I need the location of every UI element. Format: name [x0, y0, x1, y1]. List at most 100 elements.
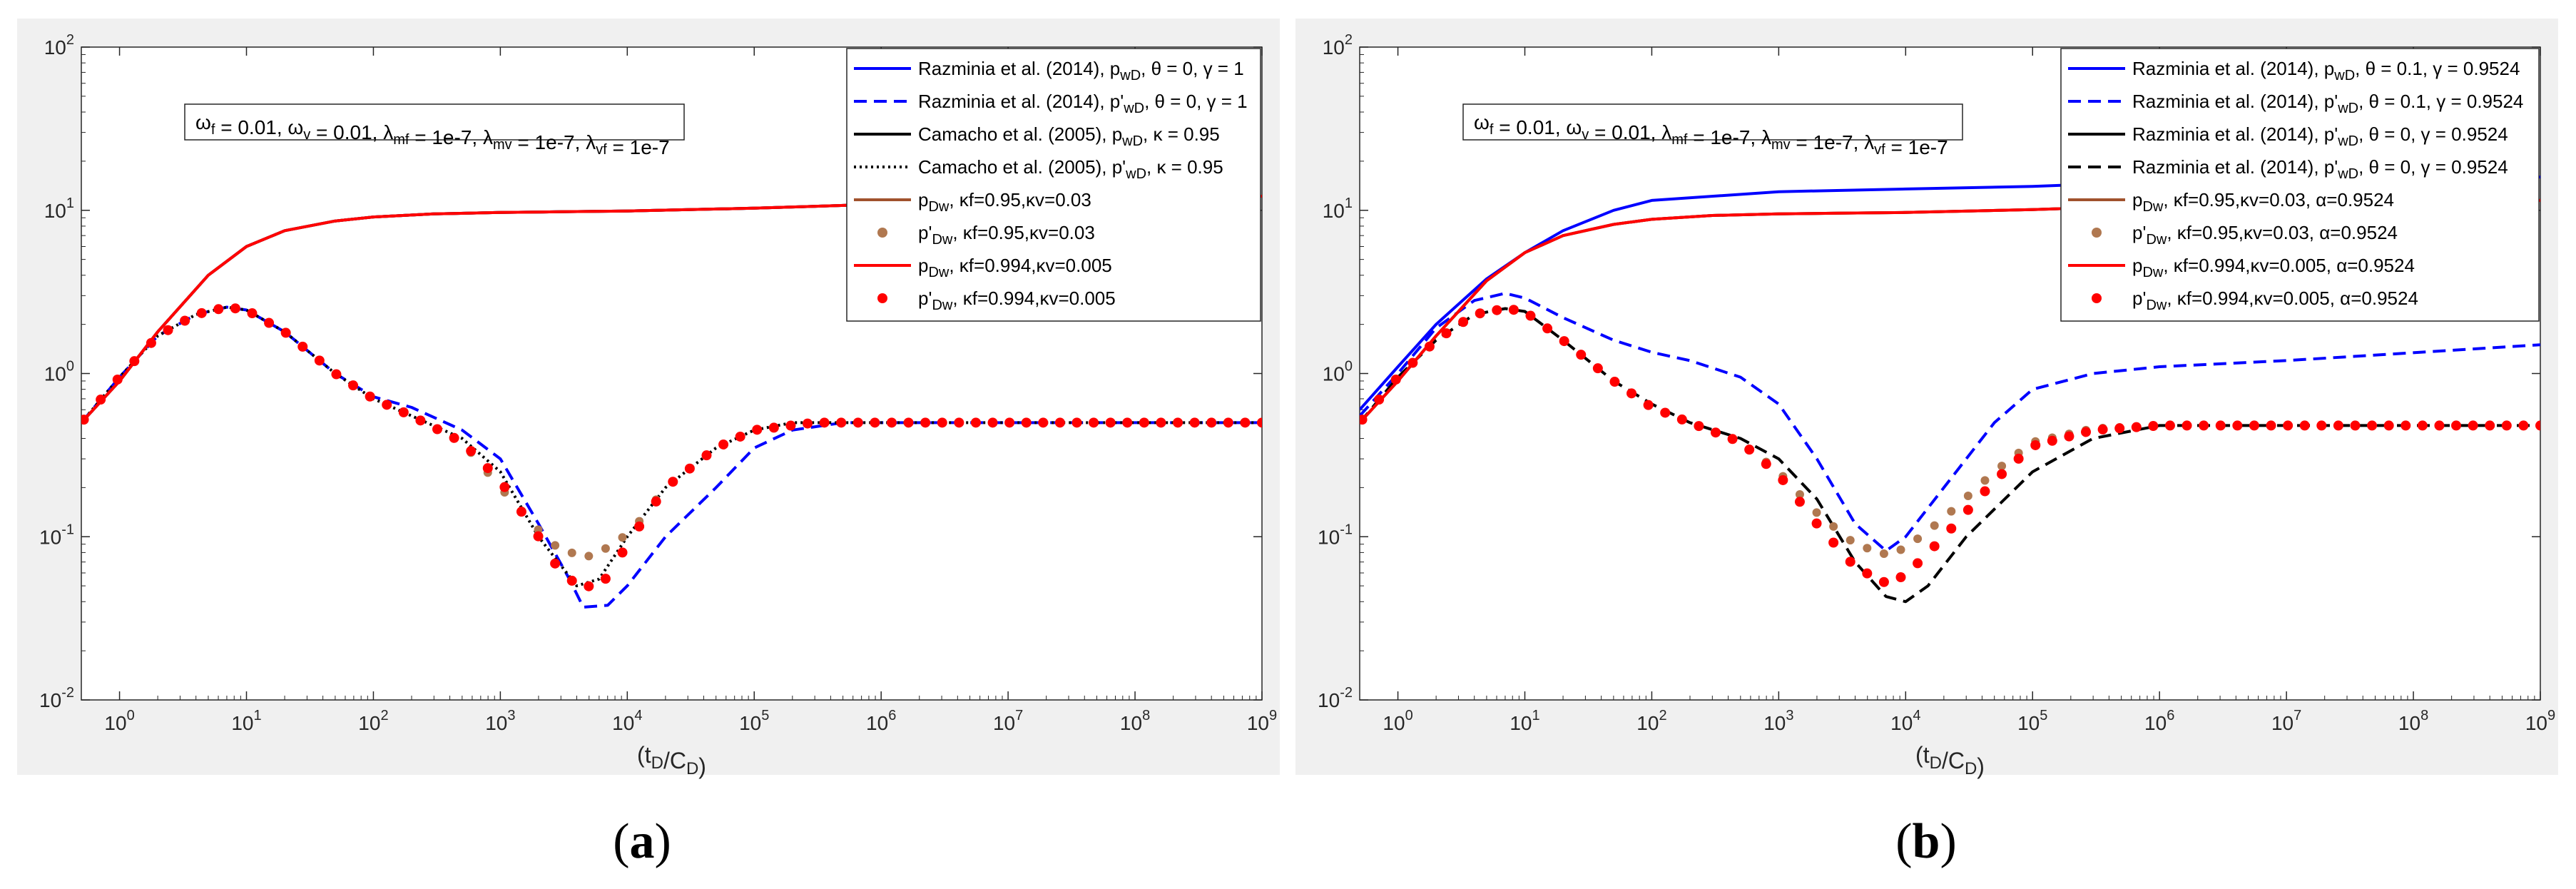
- data-point: [1829, 522, 1838, 531]
- data-point: [1828, 537, 1839, 548]
- data-point: [96, 395, 106, 405]
- x-tick-label: 103: [485, 708, 515, 734]
- data-point: [870, 417, 880, 428]
- legend-box: [846, 48, 1261, 322]
- data-point: [449, 432, 459, 443]
- data-point: [129, 356, 140, 367]
- data-point: [1744, 444, 1755, 455]
- data-point: [551, 541, 560, 550]
- data-point: [1946, 523, 1957, 534]
- data-point: [1761, 459, 1771, 469]
- data-point: [2081, 427, 2092, 437]
- series-3: [81, 305, 1262, 588]
- data-point: [1963, 491, 1972, 500]
- data-point: [1139, 417, 1149, 428]
- legend-item: Razminia et al. (2014), pwD, θ = 0.1, γ …: [2068, 58, 2520, 83]
- data-point: [2215, 420, 2226, 431]
- data-point: [2047, 435, 2057, 446]
- data-point: [2232, 420, 2243, 431]
- data-point: [987, 417, 998, 428]
- data-point: [1492, 305, 1502, 315]
- data-point: [1576, 350, 1587, 360]
- y-tick-label: 100: [1323, 359, 1353, 385]
- data-point: [718, 439, 729, 449]
- data-point: [534, 525, 543, 534]
- data-point: [163, 325, 173, 335]
- x-tick-label: 109: [2525, 708, 2555, 734]
- data-point: [1592, 363, 1603, 374]
- x-tick-label: 106: [2144, 708, 2174, 734]
- data-point: [684, 463, 695, 474]
- data-point: [2164, 420, 2175, 431]
- data-point: [247, 308, 258, 319]
- data-point: [601, 544, 610, 553]
- data-point: [903, 417, 914, 428]
- data-point: [1360, 415, 1368, 425]
- legend-label: Razminia et al. (2014), p'wD, θ = 0, γ =…: [2132, 156, 2508, 182]
- data-point: [584, 552, 594, 561]
- data-point: [920, 417, 931, 428]
- series-line: [1360, 307, 2540, 604]
- legend-marker: [2092, 293, 2102, 303]
- data-point: [2148, 421, 2159, 432]
- legend-item: p'Dw, κf=0.994,κv=0.005: [877, 288, 1116, 313]
- series-3: [1360, 307, 2540, 604]
- data-point: [297, 341, 308, 352]
- data-point: [819, 417, 830, 428]
- x-axis-label: (tD/CD): [637, 742, 706, 779]
- legend-marker: [2092, 228, 2102, 238]
- data-point: [1811, 518, 1822, 529]
- data-point: [348, 380, 359, 391]
- legend-label: Razminia et al. (2014), p'wD, θ = 0, γ =…: [2132, 123, 2508, 149]
- legend-label: Razminia et al. (2014), p'wD, θ = 0.1, γ…: [2132, 91, 2523, 116]
- data-point: [2417, 420, 2428, 431]
- data-point: [701, 450, 712, 461]
- data-point: [735, 431, 745, 442]
- legend-item: p'Dw, κf=0.95,κv=0.03, α=0.9524: [2092, 222, 2398, 248]
- data-point: [970, 417, 981, 428]
- data-point: [2299, 420, 2310, 431]
- figure-panel-a: 100 101 102 103 104 105 106 107 108 109 10-2 10-1 10…: [17, 19, 1280, 779]
- x-tick-label: 104: [1890, 708, 1920, 734]
- data-point: [146, 337, 156, 348]
- x-tick-label: 101: [231, 708, 261, 734]
- data-point: [1475, 308, 1485, 319]
- data-point: [1240, 417, 1251, 428]
- legend-marker: [877, 228, 887, 238]
- data-point: [1122, 417, 1133, 428]
- data-point: [533, 531, 544, 542]
- annotation: ωf = 0.01, ωv = 0.01, λmf = 1e-7, λmv = …: [184, 103, 685, 158]
- x-tick-label: 102: [1636, 708, 1666, 734]
- legend-label: pDw, κf=0.95,κv=0.03: [918, 189, 1091, 215]
- data-point: [2350, 420, 2361, 431]
- x-tick-label: 106: [866, 708, 896, 734]
- data-point: [550, 558, 561, 569]
- data-point: [112, 374, 123, 385]
- data-point: [230, 303, 240, 314]
- y-tick-label: 101: [44, 195, 74, 222]
- data-point: [2013, 453, 2024, 464]
- legend-item: p'Dw, κf=0.95,κv=0.03: [877, 222, 1095, 248]
- data-point: [1643, 400, 1654, 410]
- x-tick-label: 108: [2398, 708, 2428, 734]
- series-7: [81, 303, 1262, 591]
- data-point: [886, 417, 897, 428]
- data-point: [1206, 417, 1217, 428]
- data-point: [1962, 504, 1973, 515]
- caption-a: (a): [613, 814, 671, 869]
- legend-item: Razminia et al. (2014), p'wD, θ = 0, γ =…: [854, 91, 1248, 116]
- legend-label: Camacho et al. (2005), pwD, κ = 0.95: [918, 123, 1220, 149]
- series-0: [1360, 176, 2540, 411]
- data-point: [2097, 424, 2108, 435]
- series-6: [81, 195, 1262, 424]
- x-tick-label: 109: [1247, 708, 1277, 734]
- data-point: [1424, 341, 1435, 352]
- annotation-box: [184, 103, 685, 141]
- data-point: [2468, 420, 2478, 431]
- data-point: [1846, 536, 1855, 545]
- legend-item: pDw, κf=0.994,κv=0.005: [854, 255, 1112, 280]
- data-point: [1660, 407, 1671, 418]
- legend-label: Camacho et al. (2005), p'wD, κ = 0.95: [918, 156, 1223, 182]
- data-point: [1156, 417, 1166, 428]
- x-tick-label: 102: [358, 708, 388, 734]
